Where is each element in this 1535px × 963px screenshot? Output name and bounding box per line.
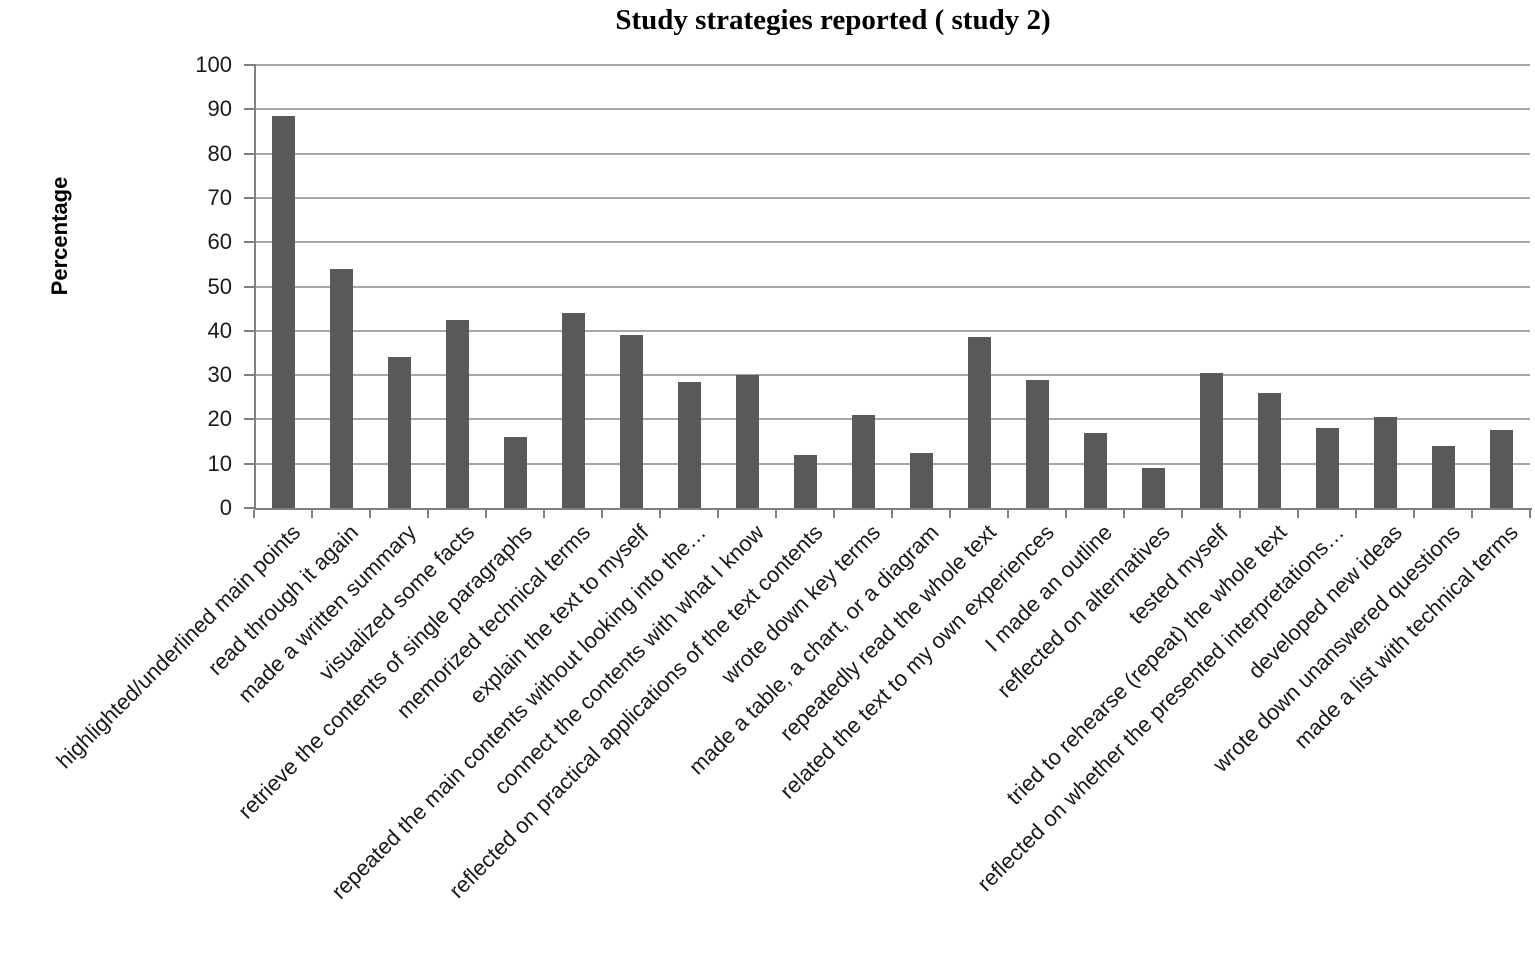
x-axis-tick: [601, 510, 603, 518]
gridline: [254, 241, 1530, 244]
y-axis-tick: [244, 418, 256, 421]
y-axis-tick: [244, 374, 256, 377]
x-axis-tick: [1065, 510, 1067, 518]
x-axis-tick: [1529, 510, 1531, 518]
bar: [851, 414, 875, 508]
x-axis-tick: [1007, 510, 1009, 518]
bar: [1083, 432, 1107, 508]
chart-title: Study strategies reported ( study 2): [615, 4, 1051, 36]
gridline: [254, 196, 1530, 199]
x-axis-tick: [311, 510, 313, 518]
y-tick-label: 30: [207, 362, 232, 388]
x-axis-tick: [659, 510, 661, 518]
bar: [445, 319, 469, 508]
x-axis-tick: [1413, 510, 1415, 518]
y-axis-title: Percentage: [47, 176, 72, 296]
bar: [271, 115, 295, 508]
bar: [677, 381, 701, 508]
bar: [1199, 372, 1223, 508]
y-axis-tick: [244, 462, 256, 465]
x-axis-tick: [775, 510, 777, 518]
x-axis-tick: [833, 510, 835, 518]
y-axis-tick: [244, 108, 256, 111]
y-tick-label: 20: [207, 406, 232, 432]
bar: [1025, 379, 1049, 508]
y-tick-label: 60: [207, 229, 232, 255]
gridline: [254, 108, 1530, 111]
x-axis-tick: [427, 510, 429, 518]
bar: [1431, 445, 1455, 508]
x-axis-tick: [891, 510, 893, 518]
y-tick-label: 40: [207, 317, 232, 343]
x-axis-tick: [949, 510, 951, 518]
y-axis-tick: [244, 196, 256, 199]
y-tick-label: 50: [207, 273, 232, 299]
x-axis-tick: [1181, 510, 1183, 518]
bar: [1257, 392, 1281, 508]
y-tick-label: 80: [207, 140, 232, 166]
x-axis-tick: [1239, 510, 1241, 518]
x-axis-tick: [253, 510, 255, 518]
y-axis-tick: [244, 241, 256, 244]
bar: [793, 454, 817, 508]
y-tick-label: 70: [207, 184, 232, 210]
gridline: [254, 418, 1530, 421]
gridline: [254, 374, 1530, 377]
bar: [503, 437, 527, 508]
y-axis-tick: [244, 64, 256, 66]
x-axis-tick: [1355, 510, 1357, 518]
bar: [1141, 468, 1165, 508]
y-axis-tick: [244, 152, 256, 155]
x-axis-tick: [543, 510, 545, 518]
x-category-label: highlighted/underlined main points: [51, 519, 306, 774]
bar: [1373, 417, 1397, 508]
y-tick-label: 100: [195, 52, 232, 77]
x-axis-tick: [1297, 510, 1299, 518]
x-axis-tick: [717, 510, 719, 518]
x-axis-tick: [1123, 510, 1125, 518]
bar: [387, 357, 411, 508]
y-tick-label: 0: [219, 495, 232, 520]
y-tick-label: 90: [207, 96, 232, 122]
gridline: [254, 152, 1530, 155]
x-axis-tick: [1471, 510, 1473, 518]
gridline: [254, 329, 1530, 332]
gridline: [254, 64, 1530, 66]
x-axis-tick: [369, 510, 371, 518]
bar: [909, 452, 933, 508]
y-axis-tick: [244, 507, 256, 509]
bar: [735, 375, 759, 508]
plot-area: [254, 65, 1532, 510]
x-axis-tick: [485, 510, 487, 518]
y-axis-tick: [244, 329, 256, 332]
bar: [1315, 428, 1339, 508]
gridline: [254, 285, 1530, 288]
bar: [967, 337, 991, 508]
gridline: [254, 462, 1530, 465]
bar: [619, 335, 643, 508]
bar: [561, 313, 585, 508]
bar: [1489, 430, 1513, 508]
y-axis-tick: [244, 285, 256, 288]
y-tick-label: 10: [207, 450, 232, 476]
bar: [329, 268, 353, 508]
